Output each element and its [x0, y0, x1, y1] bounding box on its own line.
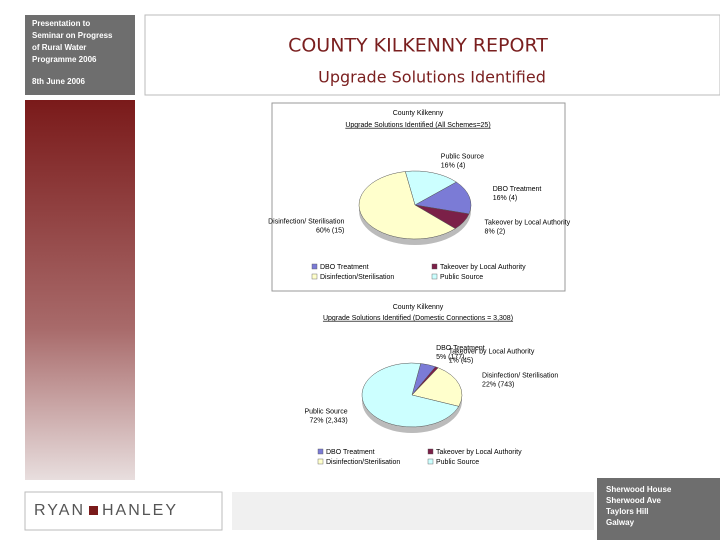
address-line: Sherwood Ave	[606, 496, 662, 505]
slice-label: Takeover by Local Authority	[485, 220, 571, 227]
slice-value-label: 60% (15)	[316, 227, 344, 234]
slice-label: DBO Treatment	[493, 186, 542, 193]
sidebar-line: Programme 2006	[32, 55, 97, 64]
slice-label: Public Source	[304, 409, 347, 416]
header-title: COUNTY KILKENNY REPORT	[288, 35, 548, 57]
sidebar-box	[25, 15, 135, 95]
chart-subtitle: Upgrade Solutions Identified (Domestic C…	[323, 315, 513, 322]
date: 8th June 2006	[32, 77, 85, 86]
logo-left: RYAN	[34, 502, 85, 519]
sidebar-gradient	[25, 100, 135, 480]
legend-label: Disinfection/Sterilisation	[326, 459, 400, 466]
address-box	[597, 478, 720, 540]
legend-swatch	[431, 263, 438, 270]
slice-value-label: 1% (45)	[449, 358, 474, 365]
pie-slice	[411, 367, 463, 407]
header-box	[144, 14, 720, 96]
legend-label: Takeover by Local Authority	[436, 449, 522, 456]
chart-title: County Kilkenny	[393, 110, 444, 117]
legend-swatch	[317, 448, 324, 455]
slice-label: Disinfection/ Sterilisation	[482, 373, 558, 380]
legend-swatch	[431, 273, 438, 280]
sidebar-line: Presentation to	[32, 19, 90, 28]
legend-label: DBO Treatment	[326, 449, 375, 456]
legend-swatch	[311, 273, 318, 280]
sidebar-line: Seminar on Progress	[32, 31, 113, 40]
pie-slice	[358, 171, 456, 240]
legend-label: Disinfection/Sterilisation	[320, 274, 394, 281]
slice-value-label: 5% (177)	[436, 354, 464, 361]
sidebar-line: of Rural Water	[32, 43, 86, 52]
header-subtitle: Upgrade Solutions Identified	[318, 68, 546, 87]
legend-label: Takeover by Local Authority	[440, 264, 526, 271]
slice-label: DBO Treatment	[436, 345, 485, 352]
legend-swatch	[317, 458, 324, 465]
legend-label: Public Source	[440, 274, 483, 281]
logo-square	[89, 506, 98, 515]
address-line: Galway	[606, 518, 635, 527]
slice-value-label: 16% (4)	[441, 162, 466, 169]
slice-value-label: 16% (4)	[493, 195, 518, 202]
address-line: Sherwood House	[606, 485, 672, 494]
slice-label: Disinfection/ Sterilisation	[268, 218, 344, 225]
pie-slice	[414, 181, 472, 215]
legend-label: Public Source	[436, 459, 479, 466]
legend-label: DBO Treatment	[320, 264, 369, 271]
chart-title: County Kilkenny	[393, 304, 444, 311]
slice-value-label: 72% (2,343)	[310, 418, 348, 425]
slice-label: Takeover by Local Authority	[449, 349, 535, 356]
pie-slice	[404, 170, 457, 206]
chart-subtitle: Upgrade Solutions Identified (All Scheme…	[345, 122, 490, 129]
slice-value-label: 22% (743)	[482, 382, 514, 389]
logo-right: HANLEY	[102, 502, 178, 519]
slice-label: Public Source	[441, 153, 484, 160]
address-line: Taylors Hill	[606, 507, 649, 516]
legend-swatch	[427, 458, 434, 465]
logo-box	[24, 491, 223, 531]
legend-swatch	[427, 448, 434, 455]
pie-slice	[361, 362, 460, 428]
slice-value-label: 8% (2)	[485, 229, 506, 236]
legend-swatch	[311, 263, 318, 270]
footer-bar	[232, 492, 594, 530]
